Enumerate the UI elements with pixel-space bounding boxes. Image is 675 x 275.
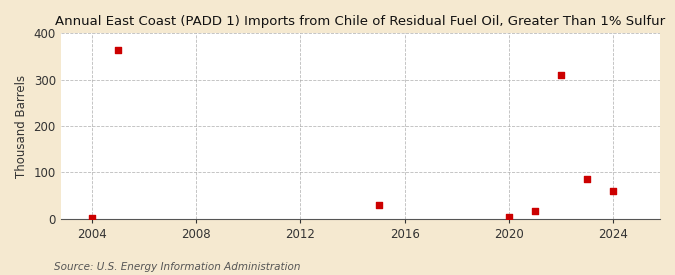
Point [86, 216, 97, 220]
Y-axis label: Thousand Barrels: Thousand Barrels [15, 75, 28, 178]
Point [529, 209, 540, 213]
Title: Annual East Coast (PADD 1) Imports from Chile of Residual Fuel Oil, Greater Than: Annual East Coast (PADD 1) Imports from … [55, 15, 666, 28]
Point [373, 203, 384, 207]
Point [113, 47, 124, 52]
Point [556, 73, 566, 77]
Text: Source: U.S. Energy Information Administration: Source: U.S. Energy Information Administ… [54, 262, 300, 272]
Point [582, 177, 593, 182]
Point [504, 215, 514, 219]
Point [608, 189, 618, 193]
